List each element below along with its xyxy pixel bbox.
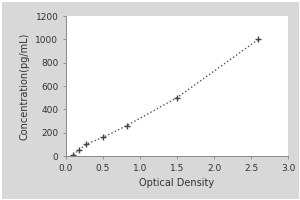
Y-axis label: Concentration(pg/mL): Concentration(pg/mL) — [20, 32, 30, 140]
X-axis label: Optical Density: Optical Density — [140, 178, 214, 188]
